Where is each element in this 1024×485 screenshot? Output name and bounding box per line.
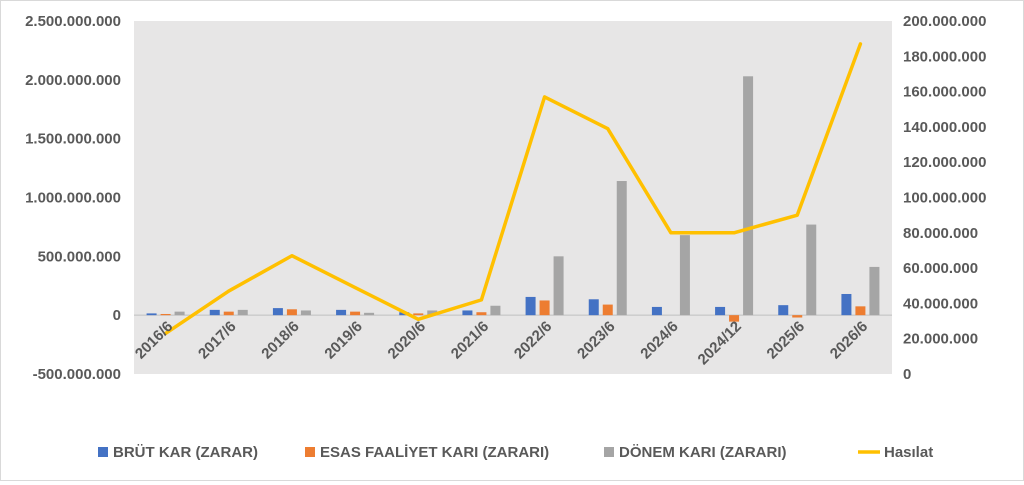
bar — [413, 313, 424, 316]
bar — [146, 313, 157, 316]
bar — [553, 256, 564, 316]
hasilat-point — [479, 298, 483, 302]
right-axis-tick-label: 60.000.000 — [903, 260, 978, 277]
left-axis-tick-label: 500.000.000 — [38, 248, 121, 265]
right-axis-tick-label: 160.000.000 — [903, 84, 986, 101]
bar — [525, 296, 536, 316]
bar — [174, 311, 185, 316]
hasilat-point — [164, 331, 168, 335]
right-axis-tick-label: 20.000.000 — [903, 331, 978, 348]
bar — [588, 299, 599, 316]
bar — [616, 181, 627, 316]
hasilat-point — [669, 231, 673, 235]
bar — [743, 76, 754, 316]
hasilat-point — [290, 254, 294, 258]
bar — [539, 300, 550, 316]
bar — [364, 312, 375, 316]
legend-label: BRÜT KAR (ZARAR) — [113, 444, 258, 461]
hasilat-point — [858, 42, 862, 46]
bar — [272, 308, 283, 316]
bar — [286, 309, 297, 316]
right-axis-tick-label: 0 — [903, 366, 911, 383]
bar — [855, 306, 866, 316]
bar — [490, 305, 501, 316]
bar — [679, 235, 690, 316]
left-axis-tick-label: 1.000.000.000 — [25, 190, 121, 207]
bar — [160, 313, 171, 316]
left-axis-tick-label: -500.000.000 — [33, 366, 121, 383]
right-axis-tick-label: 140.000.000 — [903, 119, 986, 136]
bar — [223, 311, 234, 316]
legend-swatch — [98, 447, 108, 457]
bar — [336, 309, 347, 316]
left-axis-tick-label: 1.500.000.000 — [25, 131, 121, 148]
bar — [237, 309, 248, 316]
hasilat-point — [353, 286, 357, 290]
right-axis-tick-label: 40.000.000 — [903, 295, 978, 312]
bar — [209, 309, 220, 316]
bar — [792, 315, 803, 318]
left-axis-tick-label: 2.500.000.000 — [25, 13, 121, 30]
bar — [869, 266, 880, 316]
right-axis-tick-label: 180.000.000 — [903, 48, 986, 65]
left-axis-tick-label: 2.000.000.000 — [25, 72, 121, 89]
legend-swatch — [305, 447, 315, 457]
bar — [300, 310, 311, 316]
right-axis-tick-label: 200.000.000 — [903, 13, 986, 30]
legend-label: ESAS FAALİYET KARI (ZARARI) — [320, 444, 549, 461]
bar — [350, 311, 361, 316]
left-axis-tick-label: 0 — [113, 307, 121, 324]
hasilat-point — [543, 95, 547, 99]
legend-swatch — [604, 447, 614, 457]
hasilat-point — [606, 127, 610, 131]
right-axis-tick-label: 120.000.000 — [903, 154, 986, 171]
bar — [729, 315, 740, 322]
bar — [476, 312, 487, 316]
bar — [427, 310, 438, 316]
bar — [715, 306, 726, 316]
legend-label: Hasılat — [884, 444, 933, 461]
bar — [602, 304, 613, 316]
hasilat-point — [227, 289, 231, 293]
bar — [841, 293, 852, 316]
hasilat-point — [416, 317, 420, 321]
right-axis-tick-label: 100.000.000 — [903, 190, 986, 207]
hasilat-line — [163, 42, 863, 336]
hasilat-point — [795, 213, 799, 217]
right-axis-tick-label: 80.000.000 — [903, 225, 978, 242]
hasilat-point — [732, 231, 736, 235]
bar — [651, 306, 662, 316]
bar — [778, 305, 789, 316]
bar — [806, 224, 817, 316]
bar — [462, 310, 473, 316]
legend-label: DÖNEM KARI (ZARARI) — [619, 444, 786, 461]
